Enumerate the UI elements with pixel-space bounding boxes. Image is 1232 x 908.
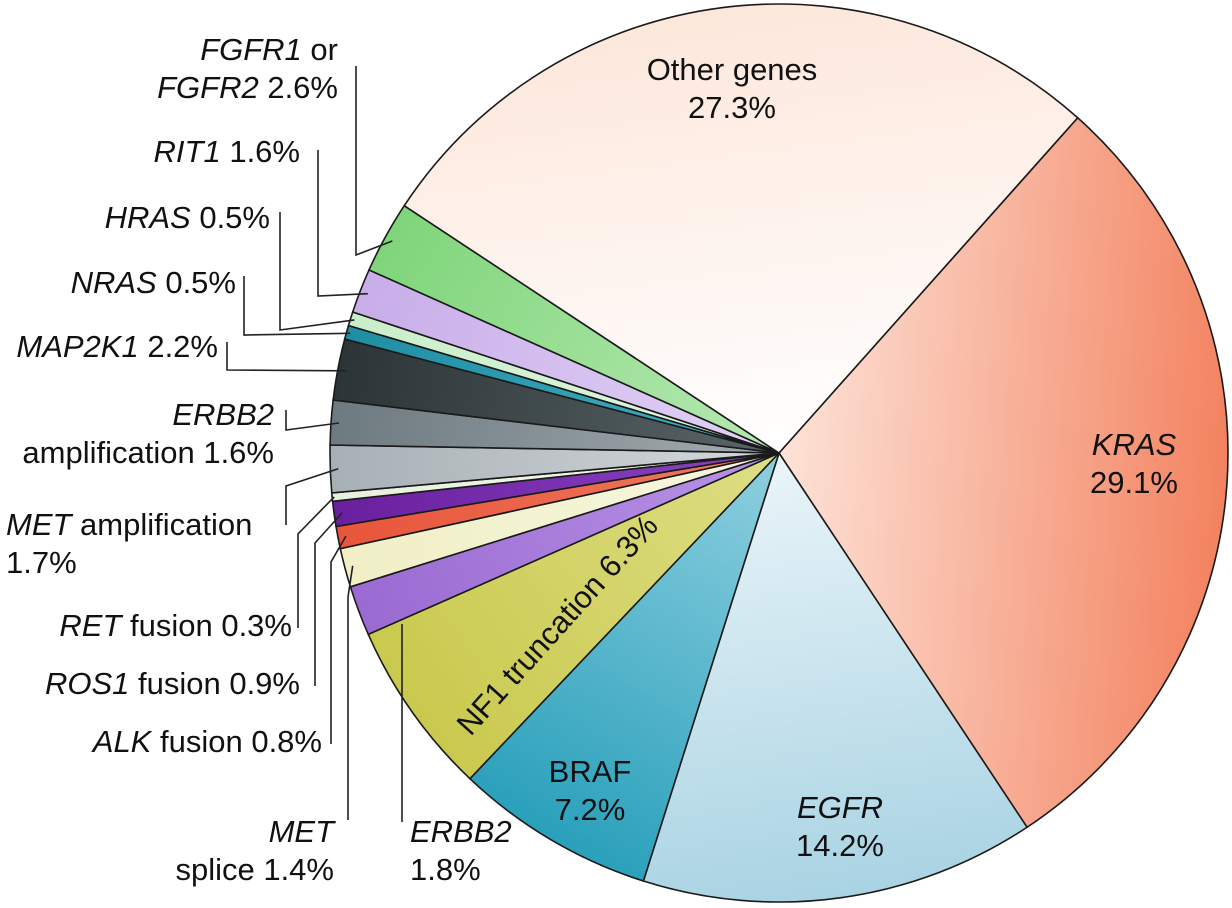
label-kras: KRAS 29.1% [1090, 427, 1178, 500]
label-ros1: ROS1 fusion 0.9% [45, 666, 300, 701]
label-met_splice: MET splice 1.4% [175, 814, 336, 887]
label-met_amp-suffix: amplification [71, 507, 252, 542]
label-ros1-name: ROS1 [45, 666, 129, 701]
pie-slices [329, 3, 1229, 903]
slice-nf1 [367, 452, 780, 780]
label-nras-value: 0.5% [157, 265, 236, 300]
label-kras-name: KRAS [1092, 427, 1177, 462]
leader-alk [330, 535, 347, 744]
label-braf-name: BRAF [549, 754, 632, 789]
label-braf: BRAF 7.2% [549, 754, 632, 827]
slice-labels: Other genes 27.3% KRAS 29.1% EGFR 14.2% BRAF 7.… [6, 32, 1178, 887]
leader-met_amp [285, 467, 339, 525]
label-rit1-value: 1.6% [221, 134, 300, 169]
label-erbb2: ERBB2 1.8% [410, 814, 512, 887]
label-erbb2_amp-suffix: amplification [22, 435, 194, 470]
label-met_amp: MET amplification 1.7% [6, 507, 252, 580]
label-nras-name: NRAS [71, 265, 157, 300]
label-rit1-name: RIT1 [154, 134, 221, 169]
leader-ret [297, 496, 335, 628]
leader-rit1 [317, 150, 368, 297]
slice-kras [777, 116, 1229, 829]
label-egfr-value: 14.2% [796, 828, 884, 863]
label-fgfr-connector: or [302, 32, 338, 67]
label-hras: HRAS 0.5% [105, 200, 270, 235]
leader-erbb2_amp [285, 410, 340, 431]
label-map2k1: MAP2K1 2.2% [16, 329, 218, 364]
label-erbb2_amp-name: ERBB2 [172, 397, 274, 432]
label-erbb2-value: 1.8% [410, 852, 481, 887]
label-other: Other genes 27.3% [647, 52, 818, 125]
label-ros1-value: 0.9% [221, 666, 300, 701]
label-rit1: RIT1 1.6% [154, 134, 300, 169]
label-hras-name: HRAS [105, 200, 191, 235]
label-braf-value: 7.2% [555, 792, 626, 827]
label-fgfr-name: FGFR1 [200, 32, 302, 67]
label-egfr: EGFR 14.2% [796, 790, 884, 863]
leader-map2k1 [226, 342, 346, 372]
label-hras-value: 0.5% [191, 200, 270, 235]
label-nras: NRAS 0.5% [71, 265, 236, 300]
label-map2k1-value: 2.2% [139, 329, 218, 364]
label-other-value: 27.3% [688, 90, 776, 125]
label-ret-suffix: fusion [121, 608, 212, 643]
label-ret: RET fusion 0.3% [59, 608, 292, 643]
label-met_amp-value: 1.7% [6, 545, 77, 580]
label-ret-name: RET [59, 608, 123, 643]
leader-lines [226, 66, 403, 822]
label-met_splice-value: 1.4% [255, 852, 334, 887]
leader-fgfr [355, 66, 393, 257]
label-erbb2_amp-value: 1.6% [195, 435, 274, 470]
label-erbb2_amp: ERBB2 amplification 1.6% [22, 397, 274, 470]
label-egfr-name: EGFR [797, 790, 883, 825]
label-alk: ALK fusion 0.8% [91, 724, 322, 759]
label-alk-value: 0.8% [243, 724, 322, 759]
label-met_amp-name: MET [6, 507, 74, 542]
slice-braf [468, 452, 780, 883]
leader-met_splice [347, 565, 354, 820]
label-other-name: Other genes [647, 52, 818, 87]
slice-egfr [642, 451, 1029, 903]
label-fgfr: FGFR1 or FGFR2 2.6% [157, 32, 338, 105]
label-ros1-suffix: fusion [129, 666, 220, 701]
label-alk-name: ALK [91, 724, 153, 759]
label-met_splice-suffix: splice [175, 852, 254, 887]
label-fgfr-name2: FGFR2 [157, 70, 259, 105]
label-met_splice-name: MET [269, 814, 337, 849]
label-kras-value: 29.1% [1090, 465, 1178, 500]
label-map2k1-name: MAP2K1 [16, 329, 138, 364]
label-fgfr-value: 2.6% [259, 70, 338, 105]
label-alk-suffix: fusion [151, 724, 242, 759]
leader-hras [279, 212, 355, 331]
label-erbb2-name: ERBB2 [410, 814, 512, 849]
label-ret-value: 0.3% [213, 608, 292, 643]
slice-other [403, 3, 1079, 455]
leader-ros1 [314, 512, 343, 686]
leader-nras [243, 276, 351, 336]
